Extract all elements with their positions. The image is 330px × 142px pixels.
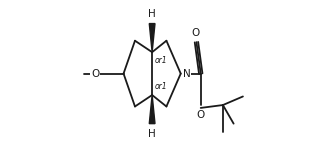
Polygon shape (149, 95, 155, 124)
Text: H: H (148, 129, 156, 139)
Text: O: O (192, 28, 200, 38)
Text: or1: or1 (155, 83, 167, 91)
Polygon shape (149, 24, 155, 52)
Text: O: O (91, 69, 99, 79)
Text: O: O (196, 110, 204, 120)
Text: H: H (148, 9, 156, 19)
Text: or1: or1 (155, 56, 167, 65)
Text: N: N (183, 69, 190, 79)
